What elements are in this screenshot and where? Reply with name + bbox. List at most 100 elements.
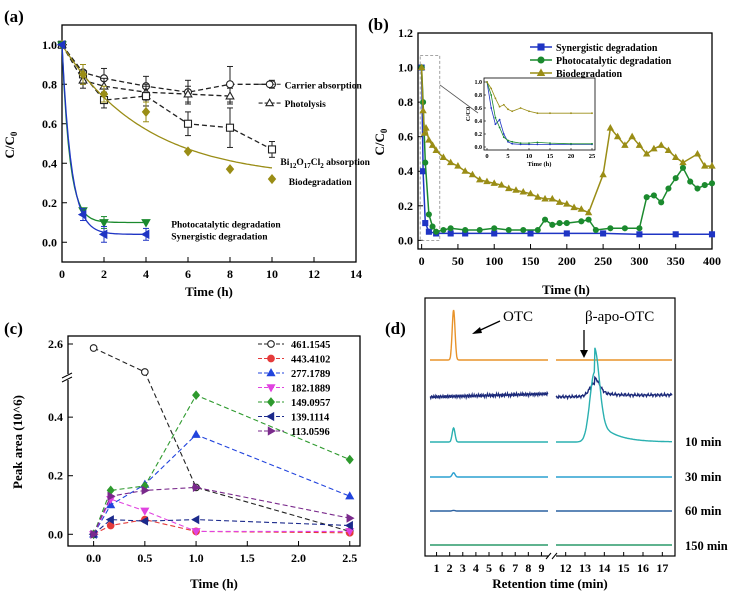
data-point-b bbox=[556, 220, 563, 227]
x-tick-label-d: 8 bbox=[525, 561, 531, 575]
inset-data-point bbox=[519, 143, 522, 146]
data-point-b bbox=[425, 211, 432, 218]
peak-label-d: β-apo-OTC bbox=[585, 309, 654, 325]
panel-a: (a) 0 2 4 6 8 10 12 14 0.0 0.2 0.4 0.6 0.8 1.0 Carrier… bbox=[2, 7, 371, 299]
series-line-a bbox=[61, 44, 272, 93]
data-point-b bbox=[570, 203, 578, 211]
legend-label-a: Biodegradation bbox=[289, 178, 353, 188]
data-point-b bbox=[708, 162, 716, 169]
x-tick-label-d: 14 bbox=[598, 561, 610, 575]
inset-y-tick-label: 0.0 bbox=[475, 145, 483, 151]
data-point-a bbox=[141, 106, 151, 117]
x-tick-label-d: 3 bbox=[460, 561, 466, 575]
y-tick-label-b: 0.4 bbox=[398, 164, 413, 178]
x-tick-label-c: 0.5 bbox=[137, 551, 152, 565]
inset-data-point bbox=[549, 143, 551, 146]
data-point-b bbox=[422, 124, 430, 131]
data-point-b bbox=[643, 194, 650, 201]
inset-data-point bbox=[528, 110, 530, 113]
legend-label-b: Photocatalytic degradation bbox=[556, 56, 672, 67]
data-point-b bbox=[687, 178, 694, 185]
data-point-a bbox=[267, 173, 277, 185]
y-tick-label-a: 0.6 bbox=[42, 117, 57, 131]
legend-label-part-a: Bi bbox=[280, 158, 289, 168]
inset-data-point bbox=[536, 141, 539, 144]
series-line-a bbox=[61, 44, 144, 224]
data-point-b bbox=[708, 231, 716, 238]
data-point-b bbox=[420, 129, 429, 136]
legend-marker-c bbox=[267, 354, 275, 363]
trace-line-d bbox=[430, 509, 548, 512]
data-point-b bbox=[607, 225, 614, 232]
y-tick-label-b: 0.0 bbox=[398, 233, 413, 247]
inset-x-tick-label: 0 bbox=[485, 153, 488, 160]
legend-marker-a bbox=[265, 80, 274, 89]
inset-data-point bbox=[511, 110, 514, 113]
y-tick-label-c: 0.4 bbox=[48, 410, 63, 424]
data-point-b bbox=[422, 220, 429, 227]
x-tick-label-a: 14 bbox=[350, 267, 362, 281]
data-point-b bbox=[585, 216, 592, 223]
x-tick-label-d: 13 bbox=[579, 561, 591, 575]
legend-label-c: 149.0957 bbox=[291, 398, 330, 409]
inset-y-tick-label: 0.4 bbox=[475, 119, 483, 125]
data-point-b bbox=[433, 228, 440, 235]
data-point-b bbox=[621, 141, 629, 148]
y-tick-label-a: 0.2 bbox=[42, 196, 57, 210]
data-point-c bbox=[191, 515, 200, 525]
legend-label-a: Photolysis bbox=[285, 100, 326, 110]
data-point-c bbox=[345, 528, 355, 537]
data-point-b bbox=[447, 230, 454, 237]
inset-y-tick-label: 0.6 bbox=[475, 106, 483, 112]
data-point-b bbox=[476, 226, 483, 234]
data-point-b bbox=[461, 167, 469, 174]
inset-data-point bbox=[570, 112, 572, 115]
peak-label-d: OTC bbox=[503, 309, 533, 325]
plot-frame-c bbox=[67, 335, 361, 547]
y-tick-label-c: 2.6 bbox=[48, 337, 63, 351]
trace-line-d bbox=[430, 472, 548, 478]
data-point-a bbox=[225, 80, 235, 89]
data-point-a bbox=[225, 123, 235, 132]
x-tick-label-d: 4 bbox=[473, 561, 479, 575]
inset-data-point bbox=[486, 81, 488, 83]
legend-label-a: Carrier absorption bbox=[285, 81, 363, 91]
data-point-c bbox=[346, 513, 355, 523]
x-tick-label-c: 1.5 bbox=[240, 551, 255, 565]
series-line-b bbox=[420, 67, 713, 233]
inset-x-tick-label: 15 bbox=[547, 153, 554, 160]
legend-marker-c bbox=[266, 397, 276, 407]
y-axis-label-a: C/C0 bbox=[2, 131, 19, 158]
data-point-b bbox=[708, 180, 716, 187]
inset-data-point bbox=[490, 107, 493, 109]
data-point-a bbox=[183, 146, 193, 157]
inset-data-point bbox=[536, 143, 539, 146]
data-point-b bbox=[541, 194, 549, 202]
legend-marker-c bbox=[266, 368, 276, 377]
data-point-a bbox=[225, 164, 235, 175]
plot-area-c: 0.0 0.5 1.0 1.5 2.0 2.5 0.0 0.2 0.4 2.6 461.1545 44… bbox=[48, 337, 357, 565]
data-point-b bbox=[578, 218, 585, 225]
data-point-b bbox=[606, 124, 615, 131]
data-point-b bbox=[548, 194, 556, 202]
inset-data-point bbox=[490, 94, 493, 96]
x-axis-label-a: Time (h) bbox=[185, 284, 233, 299]
inset-x-tick-label: 20 bbox=[568, 153, 575, 160]
x-tick-label-b: 400 bbox=[703, 254, 721, 268]
data-point-b bbox=[439, 153, 448, 160]
trace-label-d: 150 min bbox=[685, 539, 728, 553]
inset-data-point bbox=[507, 139, 509, 142]
data-point-b bbox=[520, 226, 527, 234]
legend-marker-b bbox=[537, 56, 545, 64]
data-point-b bbox=[468, 170, 477, 178]
inset-data-point bbox=[511, 140, 514, 143]
inset-y-tick-label: 0.8 bbox=[475, 93, 483, 99]
data-point-a bbox=[56, 39, 66, 50]
data-point-b bbox=[555, 198, 564, 205]
x-tick-label-a: 0 bbox=[59, 267, 65, 281]
trace-line-d bbox=[430, 426, 548, 443]
trace-line-d bbox=[429, 390, 549, 401]
x-tick-label-a: 12 bbox=[308, 267, 320, 281]
data-point-b bbox=[613, 132, 622, 140]
series-line-c bbox=[93, 347, 350, 532]
